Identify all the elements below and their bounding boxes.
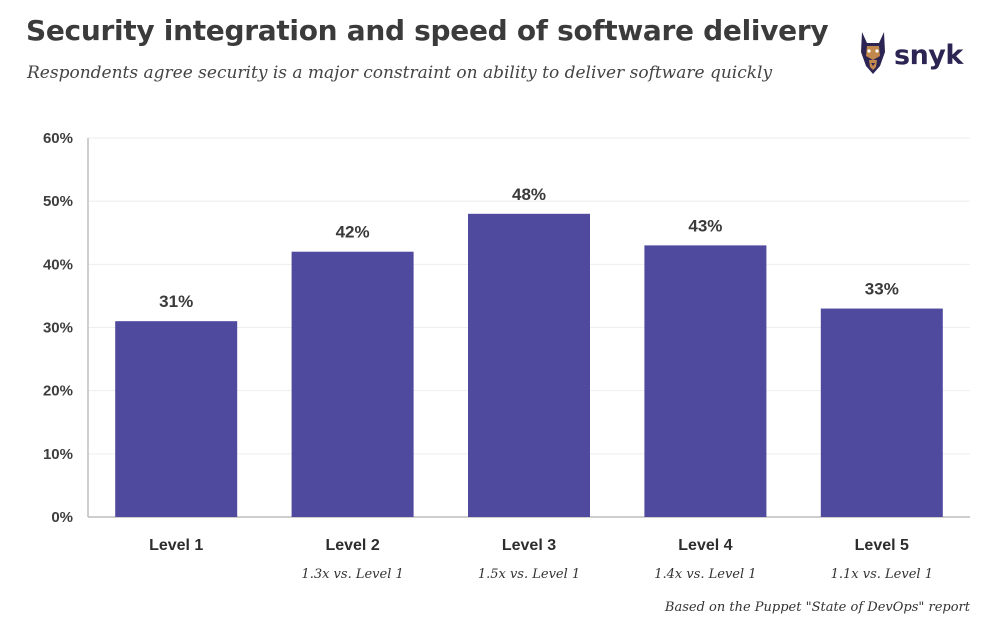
bar bbox=[820, 308, 943, 517]
bar bbox=[468, 213, 590, 518]
x-tick-label: Level 3 bbox=[502, 537, 556, 554]
data-label: 33% bbox=[865, 280, 899, 299]
data-label: 42% bbox=[336, 223, 370, 242]
y-tick-label: 20% bbox=[43, 383, 73, 400]
comparison-note: 1.1x vs. Level 1 bbox=[831, 567, 933, 582]
doberman-icon bbox=[858, 30, 888, 81]
brand-name: snyk bbox=[894, 40, 963, 71]
y-tick-label: 10% bbox=[43, 446, 73, 463]
x-tick-label: Level 4 bbox=[678, 537, 732, 554]
snyk-logo: snyk bbox=[858, 30, 963, 81]
data-label: 31% bbox=[159, 292, 193, 311]
y-tick-label: 40% bbox=[43, 256, 73, 273]
bar bbox=[115, 321, 238, 517]
y-tick-label: 60% bbox=[43, 130, 73, 147]
comparison-note: 1.3x vs. Level 1 bbox=[301, 567, 403, 582]
bar bbox=[291, 251, 414, 517]
y-tick-label: 50% bbox=[43, 193, 73, 210]
bar bbox=[644, 245, 767, 517]
x-tick-label: Level 2 bbox=[325, 537, 379, 554]
data-label: 43% bbox=[688, 216, 722, 235]
x-tick-label: Level 1 bbox=[149, 537, 203, 554]
y-tick-label: 0% bbox=[51, 509, 73, 526]
comparison-note: 1.4x vs. Level 1 bbox=[654, 567, 756, 582]
data-label: 48% bbox=[512, 185, 546, 204]
comparison-note: 1.5x vs. Level 1 bbox=[478, 567, 580, 582]
chart-title: Security integration and speed of softwa… bbox=[26, 14, 829, 47]
x-tick-label: Level 5 bbox=[855, 537, 909, 554]
y-tick-label: 30% bbox=[43, 320, 73, 337]
source-footnote: Based on the Puppet "State of DevOps" re… bbox=[664, 600, 970, 615]
chart-subtitle: Respondents agree security is a major co… bbox=[27, 63, 773, 83]
